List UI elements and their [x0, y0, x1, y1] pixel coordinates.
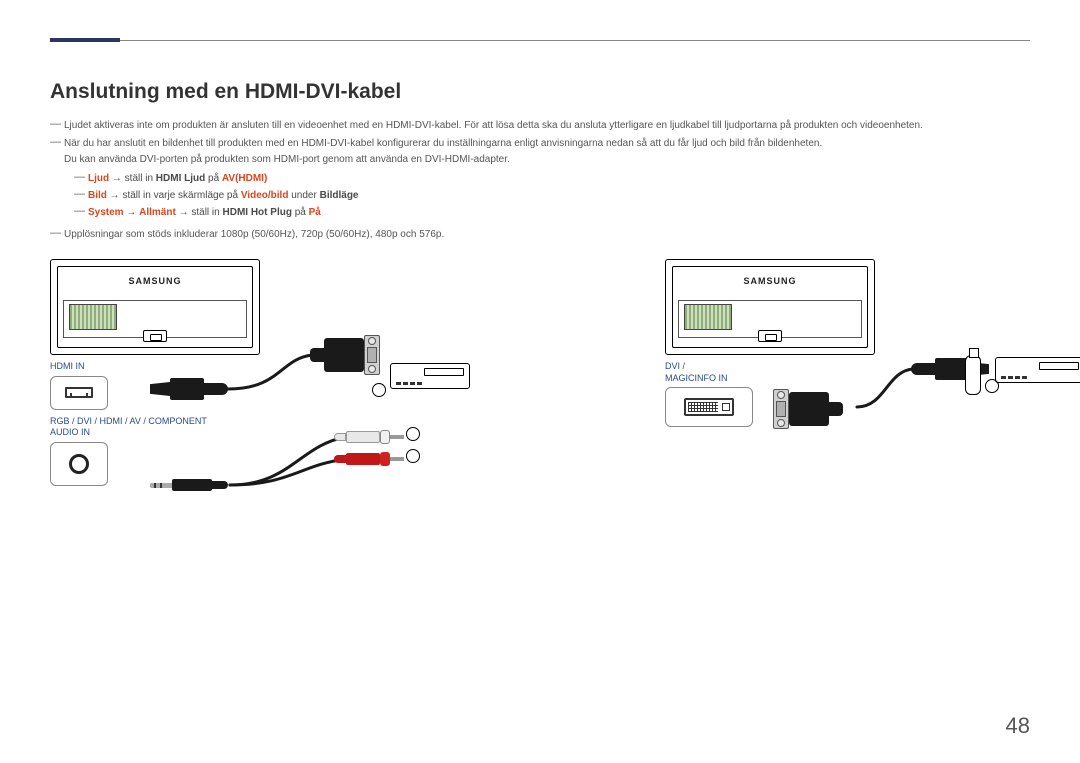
anno-circle-2: [406, 427, 420, 441]
page-title: Anslutning med en HDMI-DVI-kabel: [50, 80, 1030, 104]
diagram-right: SAMSUNG DVI / MAGICINFO IN: [665, 259, 1030, 559]
anno-circle-r: [985, 379, 999, 393]
hdmi-plug: [150, 375, 230, 403]
note-2: När du har anslutit en bildenhet till pr…: [50, 136, 1030, 168]
dvi-plug-left: [310, 333, 380, 377]
diagrams-row: SAMSUNG HDMI IN RGB / DVI / HDMI / AV / …: [50, 259, 1030, 559]
rca-white-plug: [334, 429, 404, 445]
note-2a-text: När du har anslutit en bildenhet till pr…: [64, 138, 822, 149]
s3-a: System: [88, 207, 124, 218]
header-rule: [50, 38, 1030, 42]
setting-2: Bild → ställ in varje skärmläge på Video…: [74, 187, 1030, 204]
note-3-text: Upplösningar som stöds inkluderar 1080p …: [64, 229, 444, 240]
page-number: 48: [1006, 713, 1030, 739]
setting-3: System → Allmänt → ställ in HDMI Hot Plu…: [74, 204, 1030, 221]
anno-circle-3: [406, 449, 420, 463]
cables-left: [50, 259, 420, 559]
dvd-player-right: [995, 357, 1080, 383]
note-1-text: Ljudet aktiveras inte om produkten är an…: [64, 120, 923, 131]
note-3: Upplösningar som stöds inkluderar 1080p …: [50, 227, 1030, 243]
audio-plug: [150, 478, 230, 492]
header-accent: [50, 38, 120, 42]
s1-a: Ljud: [88, 173, 109, 184]
note-1: Ljudet aktiveras inte om produkten är an…: [50, 118, 1030, 134]
note-2b-text: Du kan använda DVI-porten på produkten s…: [64, 152, 1030, 168]
rca-red-plug: [334, 451, 404, 467]
anno-circle-1: [372, 383, 386, 397]
s2-a: Bild: [88, 190, 107, 201]
dvi-plug-right-in: [773, 387, 843, 431]
page-content: Anslutning med en HDMI-DVI-kabel Ljudet …: [50, 80, 1030, 559]
header-line: [120, 40, 1030, 41]
diagram-left: SAMSUNG HDMI IN RGB / DVI / HDMI / AV / …: [50, 259, 415, 559]
hdmi-adapter-icon: [965, 355, 981, 395]
dvd-player-left: [390, 363, 470, 389]
setting-1: Ljud → ställ in HDMI Ljud på AV(HDMI): [74, 170, 1030, 187]
